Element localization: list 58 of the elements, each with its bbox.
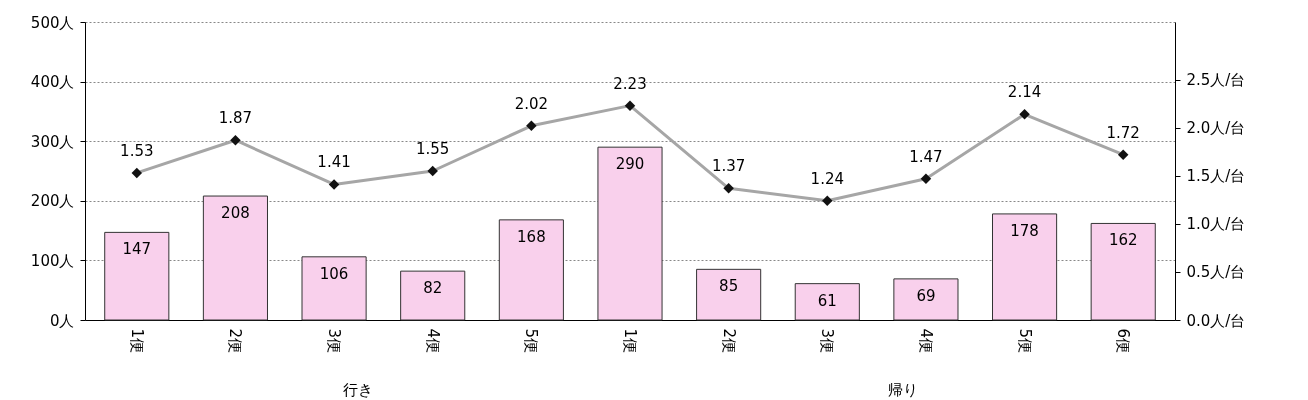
data-label: 290	[615, 155, 645, 174]
bar	[202, 195, 268, 321]
y-tick-label: 500人	[30, 13, 75, 32]
text: 行き	[342, 381, 373, 399]
data-label: 208	[221, 204, 250, 223]
x-tick-label: 3便	[325, 328, 344, 354]
y2-tick-label: 1.5人/台	[1186, 167, 1246, 186]
data-label: 1.87	[218, 109, 253, 128]
x-tick-label: 1便	[621, 328, 639, 354]
y-tick-label: 0人	[49, 311, 75, 330]
data-label: 61	[817, 291, 837, 310]
bar	[597, 146, 663, 321]
bar	[498, 219, 564, 321]
data-label: 1.47	[909, 147, 943, 166]
y-tick-label: 300人	[30, 132, 75, 151]
bar	[400, 270, 466, 321]
x-tick-label: 2便	[226, 328, 245, 354]
data-label: 69	[916, 286, 936, 305]
data-label: 1.53	[120, 141, 154, 160]
data-label: 147	[122, 240, 152, 259]
text: 帰り	[887, 381, 918, 399]
y2-tick-label: 0.0人/台	[1186, 311, 1246, 330]
x-tick-label: 1便	[127, 328, 146, 354]
y2-tick-label: 0.5人/台	[1186, 263, 1246, 282]
data-label: 1.72	[1106, 123, 1140, 142]
x-tick-label: 5便	[1015, 328, 1034, 354]
x-tick-label: 2便	[719, 328, 738, 354]
data-label: 82	[423, 279, 443, 298]
x-tick-label: 5便	[522, 328, 541, 354]
x-tick-label: 3便	[818, 328, 837, 354]
bar	[696, 268, 762, 321]
x-tick-label: 4便	[916, 328, 935, 354]
y-tick-label: 100人	[30, 251, 75, 270]
x-tick-label: 6便	[1114, 328, 1133, 354]
x-tick-label: 4便	[423, 328, 442, 354]
y-tick-label: 200人	[30, 192, 75, 211]
data-label: 178	[1010, 221, 1039, 240]
bar	[1090, 222, 1156, 321]
data-label: 106	[319, 264, 349, 283]
y2-tick-label: 2.0人/台	[1186, 119, 1246, 138]
bar	[794, 283, 860, 321]
bar	[992, 213, 1058, 321]
bar	[301, 256, 367, 321]
data-label: 85	[719, 277, 739, 296]
data-label: 162	[1108, 231, 1138, 250]
data-label: 168	[517, 227, 546, 246]
data-label: 1.37	[711, 157, 746, 176]
bar	[104, 231, 170, 321]
data-label: 1.41	[317, 153, 351, 172]
bar	[893, 278, 959, 321]
y2-tick-label: 2.5人/台	[1186, 71, 1246, 90]
y2-tick-label: 1.0人/台	[1186, 215, 1246, 234]
data-label: 2.23	[613, 74, 647, 93]
y-tick-label: 400人	[30, 73, 75, 92]
data-label: 2.02	[514, 94, 549, 113]
data-label: 2.14	[1007, 83, 1042, 102]
data-label: 1.55	[416, 140, 450, 158]
data-label: 1.24	[810, 169, 844, 188]
